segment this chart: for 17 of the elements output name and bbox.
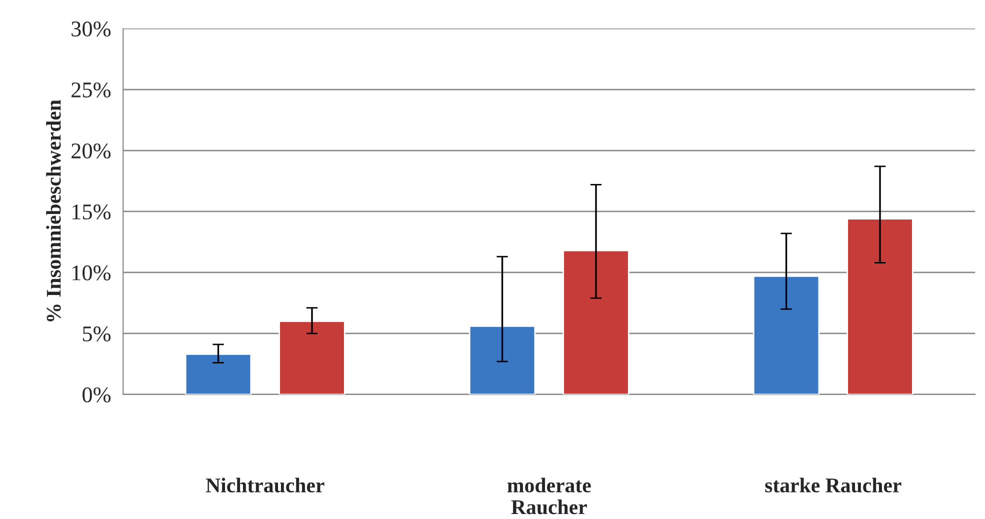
x-tick-label: Nichtraucher xyxy=(206,478,324,492)
bar xyxy=(752,275,820,394)
bar xyxy=(184,353,252,394)
y-tick-label: 25% xyxy=(72,82,111,98)
x-tick-label: moderate Raucher xyxy=(507,478,591,514)
y-tick-label: 5% xyxy=(82,326,111,342)
bar xyxy=(562,250,630,394)
bar xyxy=(468,325,536,394)
y-tick-label: 20% xyxy=(72,143,111,159)
x-tick-label: starke Raucher xyxy=(765,478,902,492)
y-tick-label: 15% xyxy=(72,204,111,220)
bar xyxy=(278,320,346,394)
bar xyxy=(846,218,914,394)
y-tick-label: 0% xyxy=(82,387,111,402)
y-tick-label: 10% xyxy=(72,265,111,280)
y-axis-title: % Insomniebeschwerden xyxy=(46,100,61,322)
y-tick-label: 30% xyxy=(72,21,111,37)
